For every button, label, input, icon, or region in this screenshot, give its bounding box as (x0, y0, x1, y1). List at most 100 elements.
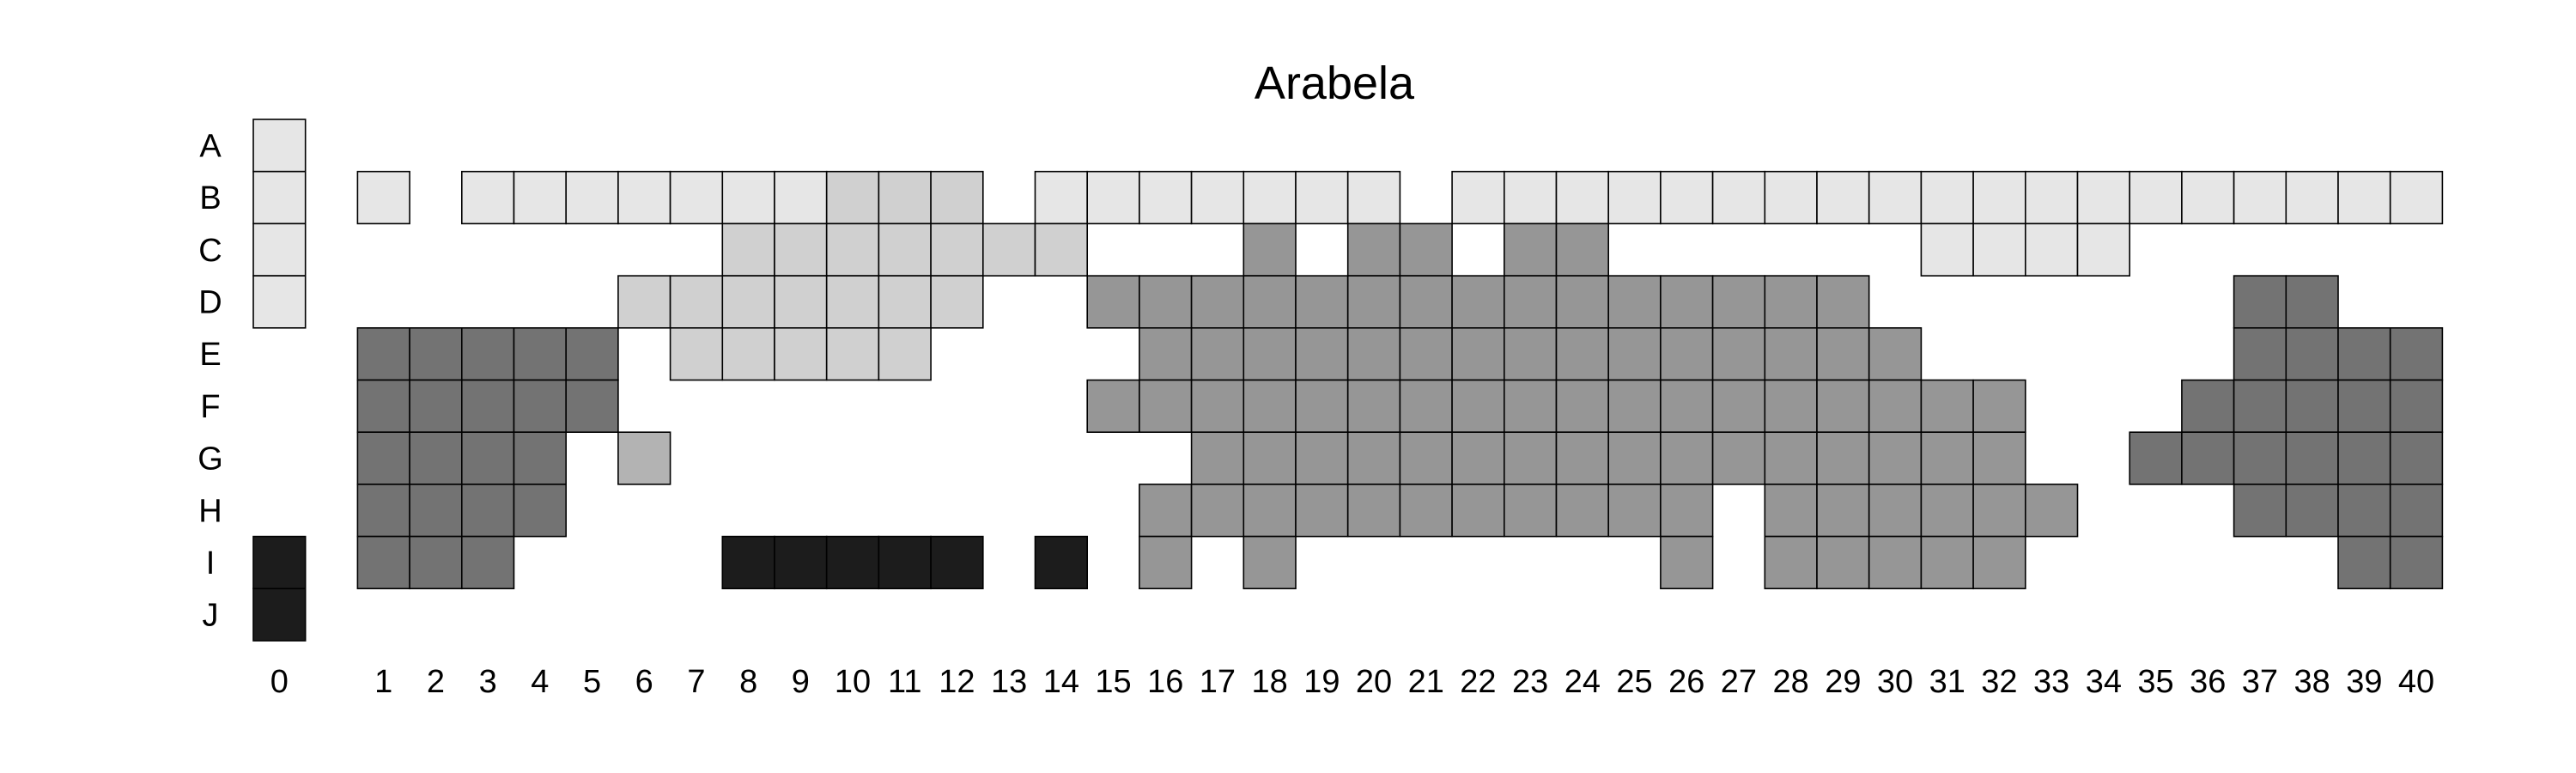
heatmap-cell-B-23 (1504, 170, 1558, 225)
heatmap-cell-D-25 (1607, 275, 1662, 329)
heatmap-cell-C-33 (2025, 222, 2079, 277)
heatmap-cell-E-11 (878, 326, 932, 381)
column-label-5: 5 (583, 664, 601, 700)
heatmap-cell-G-38 (2285, 431, 2339, 485)
heatmap-cell-H-23 (1504, 484, 1558, 538)
column-label-6: 6 (635, 664, 653, 700)
heatmap-cell-E-40 (2389, 326, 2444, 381)
column-label-21: 21 (1408, 664, 1444, 700)
heatmap-cell-F-1 (356, 379, 410, 434)
heatmap-cell-I-1 (356, 535, 410, 590)
column-label-35: 35 (2137, 664, 2173, 700)
heatmap-cell-B-26 (1660, 170, 1714, 225)
heatmap-cell-D-7 (669, 275, 724, 329)
heatmap-cell-I-29 (1816, 535, 1870, 590)
heatmap-cell-G-1 (356, 431, 410, 485)
heatmap-cell-H-39 (2337, 484, 2391, 538)
column-label-28: 28 (1773, 664, 1809, 700)
column-label-16: 16 (1147, 664, 1183, 700)
heatmap-cell-E-25 (1607, 326, 1662, 381)
heatmap-cell-C-21 (1399, 222, 1453, 277)
heatmap-cell-F-20 (1346, 379, 1401, 434)
heatmap-cell-G-19 (1295, 431, 1349, 485)
heatmap-cell-E-39 (2337, 326, 2391, 381)
column-label-23: 23 (1512, 664, 1548, 700)
heatmap-cell-F-2 (409, 379, 463, 434)
column-label-32: 32 (1981, 664, 2017, 700)
heatmap-cell-I-10 (825, 535, 880, 590)
column-label-8: 8 (739, 664, 757, 700)
heatmap-cell-G-2 (409, 431, 463, 485)
column-label-3: 3 (479, 664, 497, 700)
heatmap-cell-B-17 (1190, 170, 1245, 225)
heatmap-cell-G-30 (1868, 431, 1923, 485)
column-label-15: 15 (1095, 664, 1131, 700)
heatmap-cell-B-38 (2285, 170, 2339, 225)
heatmap-cell-D-10 (825, 275, 880, 329)
heatmap-cell-E-21 (1399, 326, 1453, 381)
row-label-C: C (198, 233, 222, 269)
heatmap-cell-B-11 (878, 170, 932, 225)
heatmap-cell-J-0 (252, 587, 307, 642)
row-label-A: A (199, 128, 222, 164)
heatmap-cell-D-17 (1190, 275, 1245, 329)
heatmap-cell-F-31 (1920, 379, 1974, 434)
heatmap-cell-H-31 (1920, 484, 1974, 538)
heatmap-cell-G-18 (1242, 431, 1297, 485)
heatmap-cell-B-31 (1920, 170, 1974, 225)
heatmap-cell-F-32 (1972, 379, 2026, 434)
heatmap-cell-H-20 (1346, 484, 1401, 538)
heatmap-cell-E-18 (1242, 326, 1297, 381)
heatmap-cell-I-12 (930, 535, 984, 590)
column-label-22: 22 (1460, 664, 1496, 700)
heatmap-cell-C-20 (1346, 222, 1401, 277)
row-label-E: E (199, 337, 221, 373)
heatmap-cell-H-17 (1190, 484, 1245, 538)
cells-layer (252, 119, 2444, 642)
column-label-4: 4 (531, 664, 549, 700)
heatmap-cell-I-32 (1972, 535, 2026, 590)
heatmap-cell-E-22 (1451, 326, 1505, 381)
heatmap-cell-H-29 (1816, 484, 1870, 538)
heatmap-cell-F-15 (1086, 379, 1140, 434)
column-labels: 0 1 2 3 4 5 6 7 8 9 10 11 12 13 14 15 16 17 18 19 20 21 22 23 24… (270, 664, 2434, 700)
column-label-13: 13 (991, 664, 1027, 700)
heatmap-cell-H-26 (1660, 484, 1714, 538)
heatmap-cell-D-38 (2285, 275, 2339, 329)
column-label-31: 31 (1929, 664, 1965, 700)
column-label-26: 26 (1668, 664, 1704, 700)
heatmap-cell-B-39 (2337, 170, 2391, 225)
heatmap-cell-G-21 (1399, 431, 1453, 485)
heatmap-cell-D-37 (2233, 275, 2287, 329)
heatmap-cell-G-3 (460, 431, 515, 485)
heatmap-cell-G-27 (1711, 431, 1766, 485)
heatmap-cell-C-8 (721, 222, 775, 277)
heatmap-cell-C-10 (825, 222, 880, 277)
heatmap-cell-C-9 (774, 222, 828, 277)
heatmap-cell-B-0 (252, 170, 307, 225)
heatmap-cell-E-23 (1504, 326, 1558, 381)
heatmap-cell-G-35 (2129, 431, 2183, 485)
heatmap-cell-F-39 (2337, 379, 2391, 434)
row-label-J: J (203, 598, 219, 634)
heatmap-cell-G-25 (1607, 431, 1662, 485)
heatmap-cell-B-9 (774, 170, 828, 225)
heatmap-cell-D-12 (930, 275, 984, 329)
heatmap-cell-E-1 (356, 326, 410, 381)
heatmap-cell-B-12 (930, 170, 984, 225)
column-label-24: 24 (1564, 664, 1601, 700)
heatmap-cell-G-32 (1972, 431, 2026, 485)
heatmap-cell-H-22 (1451, 484, 1505, 538)
heatmap-cell-G-24 (1555, 431, 1610, 485)
heatmap-cell-G-26 (1660, 431, 1714, 485)
heatmap-cell-I-40 (2389, 535, 2444, 590)
heatmap-cell-F-28 (1764, 379, 1818, 434)
heatmap-cell-G-23 (1504, 431, 1558, 485)
heatmap-cell-I-31 (1920, 535, 1974, 590)
heatmap-cell-D-19 (1295, 275, 1349, 329)
heatmap-cell-F-17 (1190, 379, 1245, 434)
heatmap-cell-D-28 (1764, 275, 1818, 329)
heatmap-cell-F-27 (1711, 379, 1766, 434)
column-label-37: 37 (2242, 664, 2278, 700)
heatmap-cell-H-16 (1139, 484, 1193, 538)
